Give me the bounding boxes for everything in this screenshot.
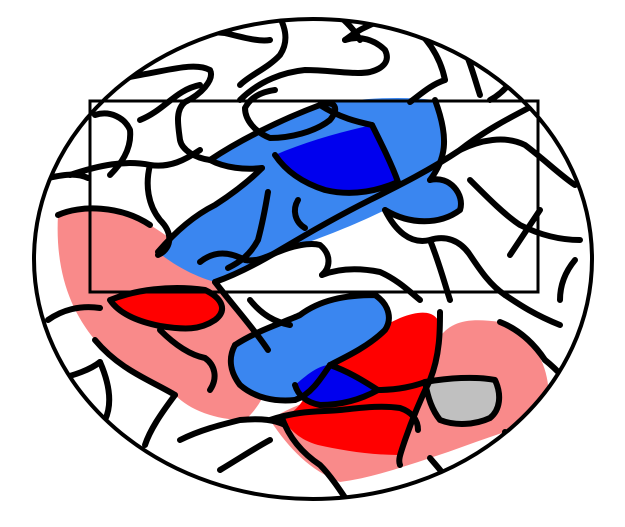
region-light-blue-north: [158, 97, 461, 282]
map-outline: [32, 17, 594, 501]
selection-frame: [88, 99, 540, 294]
region-light-blue-south: [230, 295, 389, 401]
region-blue-south: [295, 365, 378, 405]
region-red-east: [425, 377, 500, 424]
region-blue-north: [275, 125, 398, 193]
colored-regions: [57, 97, 549, 482]
